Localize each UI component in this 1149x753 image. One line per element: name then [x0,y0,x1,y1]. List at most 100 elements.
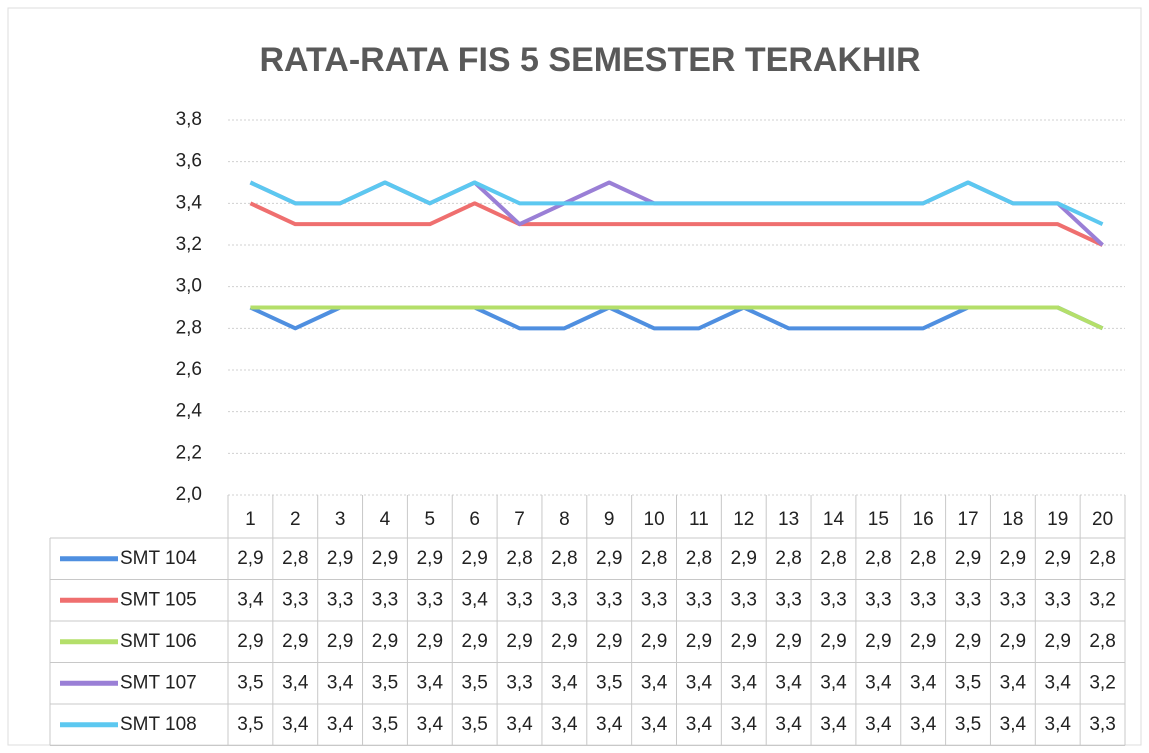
data-label: 3,4 [551,714,578,735]
data-label: 3,5 [372,714,398,735]
x-tick-label: 19 [1047,509,1068,530]
data-label: 3,4 [327,672,354,693]
data-label: 2,8 [686,548,712,569]
y-tick-label: 3,6 [176,151,202,172]
data-label: 2,9 [1000,631,1026,652]
data-label: 3,3 [865,589,891,610]
data-label: 3,4 [327,714,354,735]
data-label: 2,9 [237,548,263,569]
data-label: 3,4 [237,589,264,610]
data-label: 3,3 [551,589,577,610]
legend-label: SMT 104 [120,548,197,569]
data-label: 3,5 [461,714,487,735]
data-label: 2,9 [910,631,936,652]
data-label: 2,9 [775,631,801,652]
x-tick-label: 4 [380,509,391,530]
y-tick-label: 3,4 [176,192,203,213]
x-tick-label: 15 [868,509,889,530]
data-label: 2,8 [820,548,846,569]
data-label: 2,9 [596,631,622,652]
data-label: 3,3 [506,589,532,610]
data-label: 3,5 [237,714,263,735]
data-label: 3,3 [372,589,398,610]
data-label: 3,3 [641,589,667,610]
x-tick-label: 11 [689,509,709,530]
data-label: 3,4 [686,672,713,693]
y-tick-label: 2,4 [176,401,203,422]
x-tick-label: 20 [1092,509,1113,530]
data-label: 2,9 [417,631,443,652]
chart-title: RATA-RATA FIS 5 SEMESTER TERAKHIR [259,41,920,79]
data-label: 3,4 [1000,714,1027,735]
y-tick-label: 3,0 [176,276,202,297]
data-label: 2,9 [686,631,712,652]
data-label: 2,9 [955,548,981,569]
data-label: 3,2 [1089,589,1115,610]
data-label: 2,9 [461,631,487,652]
x-tick-label: 2 [290,509,301,530]
data-label: 3,3 [1045,589,1071,610]
data-label: 2,9 [327,548,353,569]
data-label: 3,3 [1000,589,1026,610]
data-label: 3,4 [865,672,892,693]
data-label: 2,9 [1045,631,1071,652]
data-label: 2,8 [506,548,532,569]
data-label: 2,8 [865,548,891,569]
data-label: 3,3 [910,589,936,610]
data-label: 3,4 [865,714,892,735]
data-label: 3,3 [731,589,757,610]
data-label: 3,4 [775,714,802,735]
data-label: 3,3 [327,589,353,610]
data-label: 3,4 [910,714,937,735]
data-label: 2,9 [641,631,667,652]
data-label: 2,9 [327,631,353,652]
legend-label: SMT 105 [120,589,197,610]
data-label: 2,8 [910,548,936,569]
data-label: 3,3 [506,672,532,693]
data-label: 3,3 [955,589,981,610]
data-label: 2,9 [372,548,398,569]
data-label: 2,9 [417,548,443,569]
data-label: 3,4 [820,714,847,735]
data-label: 3,3 [820,589,846,610]
data-label: 2,9 [1000,548,1026,569]
y-tick-label: 2,0 [176,484,202,505]
data-label: 3,5 [372,672,398,693]
data-label: 2,9 [731,548,757,569]
legend-label: SMT 106 [120,631,197,652]
data-label: 2,9 [955,631,981,652]
data-label: 3,5 [461,672,487,693]
x-tick-label: 1 [245,509,256,530]
data-label: 2,9 [237,631,263,652]
data-label: 2,8 [641,548,667,569]
data-label: 2,8 [1089,548,1115,569]
data-label: 2,9 [1045,548,1071,569]
x-tick-label: 17 [957,509,978,530]
data-label: 3,4 [731,714,758,735]
data-label: 2,9 [372,631,398,652]
data-label: 2,9 [551,631,577,652]
data-label: 3,5 [596,672,622,693]
data-label: 3,3 [417,589,443,610]
data-label: 3,4 [282,714,309,735]
data-label: 3,4 [1000,672,1027,693]
x-tick-label: 5 [425,509,436,530]
data-label: 2,9 [282,631,308,652]
data-label: 3,4 [641,672,668,693]
x-tick-label: 3 [335,509,346,530]
data-label: 3,4 [282,672,309,693]
data-label: 3,3 [686,589,712,610]
legend-label: SMT 108 [120,714,197,735]
data-label: 2,9 [596,548,622,569]
x-tick-label: 13 [778,509,799,530]
y-tick-label: 2,8 [176,317,202,338]
data-label: 3,2 [1089,672,1115,693]
x-tick-label: 14 [823,509,845,530]
x-tick-label: 6 [469,509,480,530]
data-label: 3,3 [596,589,622,610]
data-label: 2,8 [551,548,577,569]
data-label: 3,4 [417,672,444,693]
data-label: 3,4 [775,672,802,693]
x-tick-label: 10 [644,509,665,530]
